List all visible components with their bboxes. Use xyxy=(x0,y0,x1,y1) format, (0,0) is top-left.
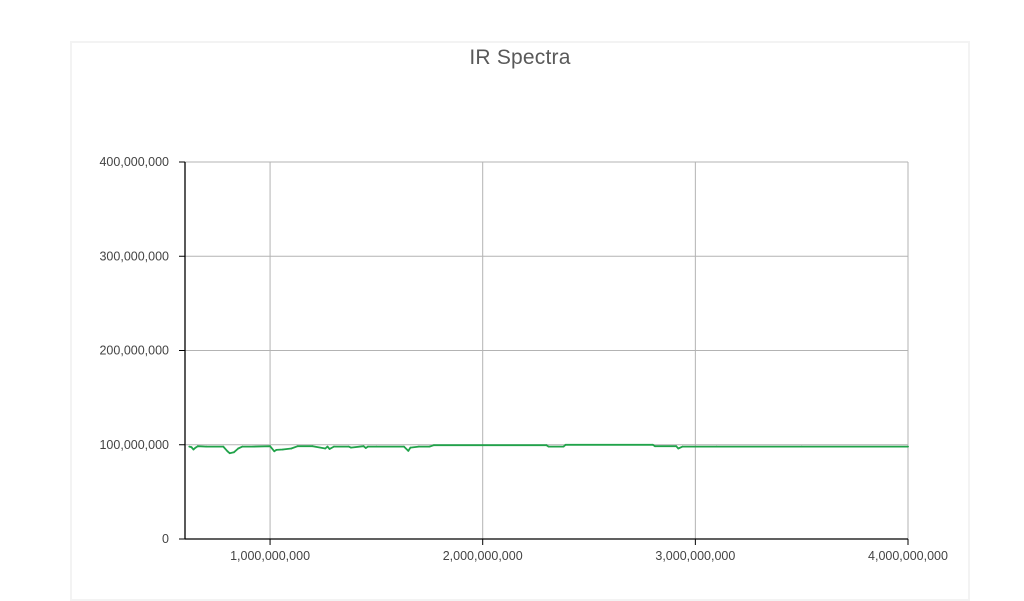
data-point xyxy=(333,445,335,448)
data-point xyxy=(194,446,197,449)
data-point xyxy=(432,444,435,447)
data-point xyxy=(654,445,656,448)
data-point xyxy=(375,445,378,448)
data-point xyxy=(226,450,229,453)
data-point xyxy=(241,445,244,448)
data-point xyxy=(545,444,548,447)
y-tick-label: 300,000,000 xyxy=(99,249,169,263)
data-point xyxy=(562,445,565,448)
y-tick-label: 0 xyxy=(162,532,169,546)
data-point xyxy=(481,444,484,447)
data-point xyxy=(407,450,410,452)
data-point xyxy=(364,447,367,449)
data-point xyxy=(233,451,235,454)
data-point xyxy=(362,445,365,448)
data-point xyxy=(281,448,284,451)
data-point xyxy=(350,446,352,449)
data-point xyxy=(196,445,199,448)
data-point xyxy=(418,445,420,448)
data-point xyxy=(326,445,329,448)
data-point xyxy=(907,445,909,448)
data-point xyxy=(328,448,331,450)
x-tick-label: 2,000,000,000 xyxy=(443,549,523,563)
chart-panel xyxy=(70,41,970,601)
data-point xyxy=(347,445,350,448)
data-point xyxy=(237,447,240,450)
data-point xyxy=(222,445,225,448)
data-point xyxy=(192,448,195,451)
data-point xyxy=(190,446,193,448)
data-point xyxy=(269,445,271,448)
data-point xyxy=(205,445,208,448)
x-tick-label: 3,000,000,000 xyxy=(655,549,735,563)
y-tick-label: 400,000,000 xyxy=(99,155,169,169)
data-point xyxy=(273,450,276,453)
x-tick-label: 1,000,000,000 xyxy=(230,549,310,563)
data-point xyxy=(252,445,254,448)
data-point xyxy=(188,445,191,448)
y-tick-label: 100,000,000 xyxy=(99,438,169,452)
grid-lines xyxy=(185,161,909,539)
data-point xyxy=(290,447,293,450)
data-point xyxy=(675,445,678,448)
y-tick-label: 200,000,000 xyxy=(99,344,169,358)
data-point xyxy=(428,445,431,448)
tick-labels: 0 100,000,000 200,000,000 300,000,000 400,00… xyxy=(99,155,948,563)
data-point xyxy=(367,445,369,448)
data-point xyxy=(677,447,680,450)
data-point xyxy=(409,446,412,449)
data-point xyxy=(547,445,550,448)
data-point xyxy=(275,449,278,451)
data-point xyxy=(715,445,718,448)
chart-title: IR Spectra xyxy=(469,46,571,69)
data-point xyxy=(296,445,299,448)
data-point xyxy=(228,452,231,455)
data-point xyxy=(324,447,327,450)
data-point xyxy=(564,443,567,446)
data-point xyxy=(403,445,405,448)
data-point xyxy=(311,445,314,448)
data-point xyxy=(681,445,684,448)
data-point xyxy=(800,445,803,448)
data-point xyxy=(651,443,654,446)
series-layer xyxy=(188,443,909,455)
x-tick-label: 4,000,000,000 xyxy=(868,549,948,563)
axes xyxy=(179,161,909,545)
